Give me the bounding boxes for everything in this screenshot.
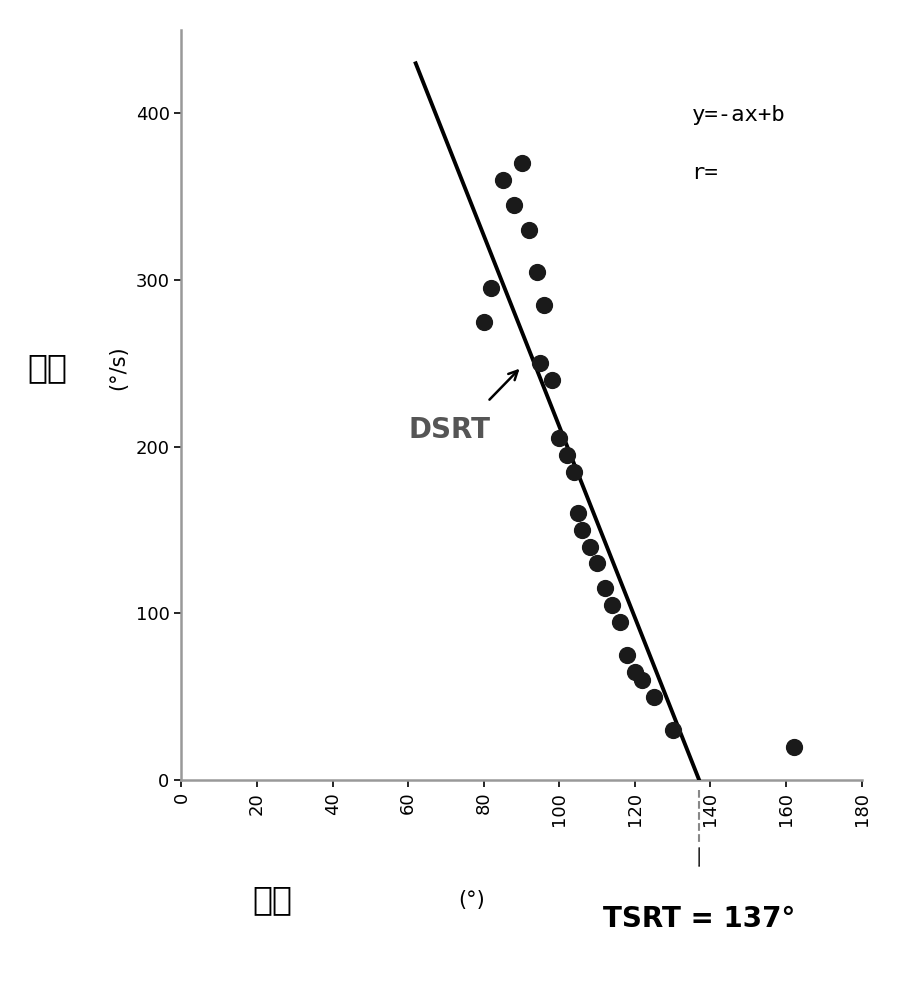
Point [552,430,567,446]
Point [628,664,642,680]
Point [530,264,544,280]
Point [544,372,559,388]
Point [612,614,627,630]
Point [495,172,510,188]
Point [666,722,680,738]
Point [635,672,649,688]
Text: 角度: 角度 [252,884,292,916]
Text: TSRT = 137°: TSRT = 137° [603,905,795,933]
Text: DSRT: DSRT [408,416,490,444]
Point [476,314,491,330]
Point [590,555,604,571]
Point [575,522,590,538]
Point [567,464,581,480]
Point [560,447,574,463]
Point [522,222,536,238]
Point [605,597,619,613]
Text: y=-ax+b: y=-ax+b [691,105,785,125]
Point [514,155,529,171]
Text: 速度: 速度 [27,351,67,384]
Text: r=: r= [691,163,718,183]
Point [507,197,522,213]
Point [571,505,586,521]
Point [598,580,612,596]
Text: (°): (°) [458,890,485,910]
Text: (°/s): (°/s) [108,345,128,390]
Point [647,689,661,705]
Point [537,297,551,313]
Point [582,539,597,555]
Point [533,355,548,371]
Point [786,739,801,755]
Point [484,280,499,296]
Point [620,647,635,663]
